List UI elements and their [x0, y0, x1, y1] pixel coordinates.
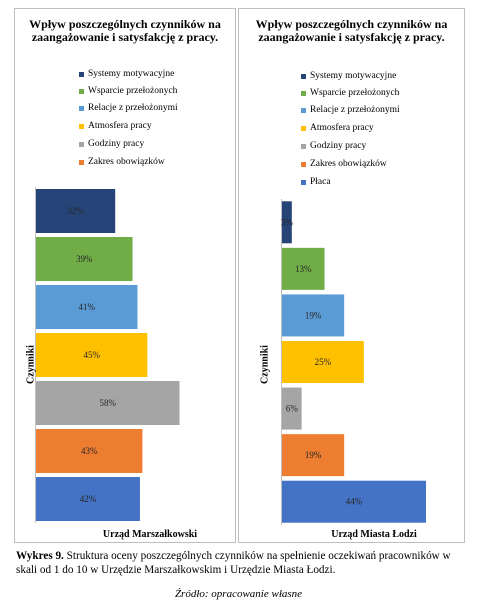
data-label: 32%: [67, 206, 84, 216]
chart-panel-left: Wpływ poszczególnych czynników na zaanga…: [14, 8, 236, 543]
y-axis-label: Czynniki: [25, 345, 37, 384]
data-label: 39%: [76, 254, 93, 264]
legend-swatch: [301, 91, 306, 96]
x-axis-label: Urząd Marszałkowski: [102, 529, 198, 540]
legend-label: Wsparcie przełożonych: [88, 86, 178, 96]
bar-zakres-obowiazkow: [282, 434, 345, 477]
y-axis-label: Czynniki: [259, 345, 271, 384]
bar-relacje-z-przelozonymi: [282, 294, 345, 337]
bar-wsparcie-przelozonych: [36, 237, 133, 281]
plot-area: 32% 39% 41% 45% 58% 43% 42%: [35, 187, 180, 523]
legend-item-relacje-z-przelozonymi: Relacje z przełożonymi: [301, 105, 400, 115]
legend-swatch: [301, 74, 306, 79]
data-label: 43%: [81, 446, 98, 456]
legend-item-relacje-z-przelozonymi: Relacje z przełożonymi: [79, 103, 178, 113]
bar-systemy-motywacyjne: [282, 201, 292, 244]
legend-swatch: [301, 162, 306, 167]
legend-label: Systemy motywacyjne: [88, 69, 175, 79]
legend-label: Zakres obowiązków: [88, 157, 165, 167]
legend-swatch: [301, 108, 306, 113]
legend-item-atmosfera-pracy: Atmosfera pracy: [79, 121, 152, 131]
data-label: 3%: [281, 217, 293, 227]
bar-godziny-pracy: [282, 387, 302, 430]
legend-label: Godziny pracy: [88, 139, 145, 149]
source-note: Źródło: opracowanie własne: [174, 588, 303, 600]
legend-label: Relacje z przełożonymi: [88, 103, 178, 113]
chart-title: Wpływ poszczególnych czynników na zaanga…: [29, 17, 221, 44]
legend-label: Godziny pracy: [310, 141, 367, 151]
data-label: 13%: [295, 264, 312, 274]
legend-item-placa: Płaca: [301, 177, 331, 187]
legend-item-systemy-motywacyjne: Systemy motywacyjne: [301, 71, 396, 81]
data-label: 42%: [80, 494, 97, 504]
data-label: 19%: [305, 450, 322, 460]
legend-swatch: [79, 142, 84, 147]
legend-label: Relacje z przełożonymi: [310, 105, 400, 115]
bar-zakres-obowiazkow: [36, 429, 143, 473]
data-label: 25%: [315, 357, 332, 367]
legend-item-zakres-obowiazkow: Zakres obowiązków: [301, 159, 387, 169]
data-label: 44%: [346, 497, 363, 507]
x-axis-label: Urząd Miasta Łodzi: [331, 529, 417, 540]
caption-label: Wykres 9.: [16, 550, 64, 562]
bar-atmosfera-pracy: [36, 333, 148, 377]
legend-item-zakres-obowiazkow: Zakres obowiązków: [79, 157, 165, 167]
legend-label: Zakres obowiązków: [310, 159, 387, 169]
legend-label: Atmosfera pracy: [310, 123, 374, 133]
data-label: 6%: [286, 404, 299, 414]
legend-label: Płaca: [310, 177, 331, 187]
bar-wsparcie-przelozonych: [282, 247, 325, 290]
chart-title: Wpływ poszczególnych czynników na zaanga…: [255, 17, 448, 44]
plot-area: 3% 13% 19% 25% 6% 19% 44%: [281, 199, 426, 525]
legend-swatch: [79, 106, 84, 111]
figure-caption: Wykres 9. Struktura oceny poszczególnych…: [16, 549, 471, 577]
data-label: 58%: [100, 398, 117, 408]
bar-relacje-z-przelozonymi: [36, 285, 138, 329]
legend-swatch: [301, 180, 306, 185]
legend-item-wsparcie-przelozonych: Wsparcie przełożonych: [301, 88, 399, 98]
legend-item-godziny-pracy: Godziny pracy: [301, 141, 366, 151]
legend-swatch: [79, 124, 84, 129]
legend-item-atmosfera-pracy: Atmosfera pracy: [301, 123, 374, 133]
legend-item-godziny-pracy: Godziny pracy: [79, 139, 144, 149]
data-label: 45%: [83, 350, 100, 360]
legend-label: Systemy motywacyjne: [310, 71, 397, 81]
bar-placa: [282, 480, 426, 523]
caption-text: Struktura oceny poszczególnych czynników…: [16, 550, 451, 576]
legend-item-wsparcie-przelozonych: Wsparcie przełożonych: [79, 86, 177, 96]
legend-label: Wsparcie przełożonych: [310, 88, 400, 98]
bar-placa: [36, 477, 140, 521]
bar-godziny-pracy: [36, 381, 180, 425]
legend-swatch: [301, 144, 306, 149]
legend-swatch: [79, 89, 84, 94]
legend-item-systemy-motywacyjne: Systemy motywacyjne: [79, 69, 174, 79]
legend-swatch: [79, 160, 84, 165]
chart-panel-right: Wpływ poszczególnych czynników na zaanga…: [238, 8, 465, 543]
legend: Systemy motywacyjne Wsparcie przełożonych…: [301, 71, 461, 189]
bar-systemy-motywacyjne: [36, 189, 116, 233]
data-label: 41%: [78, 302, 95, 312]
legend-label: Atmosfera pracy: [88, 121, 152, 131]
legend-swatch: [79, 72, 84, 77]
bar-atmosfera-pracy: [282, 341, 364, 383]
data-label: 19%: [305, 310, 322, 320]
legend: Systemy motywacyjne Wsparcie przełożonych…: [79, 69, 229, 181]
legend-swatch: [301, 126, 306, 131]
